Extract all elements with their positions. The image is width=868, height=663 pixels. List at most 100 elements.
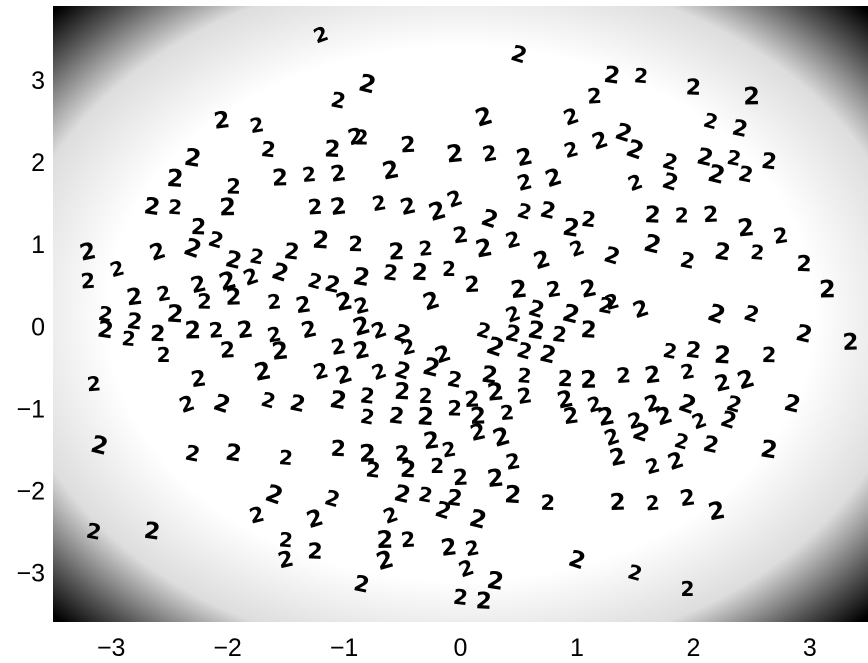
y-tick-label: 3 [31, 67, 45, 95]
digit-point: 2 [359, 383, 376, 408]
digit-point: 2 [504, 480, 523, 509]
digit-point: 2 [525, 296, 547, 324]
x-tick-label: 2 [686, 634, 700, 662]
digit-point: 2 [166, 299, 185, 328]
digit-point: 2 [772, 223, 790, 249]
digit-point: 2 [515, 383, 533, 409]
digit-point: 2 [517, 363, 533, 388]
digit-point: 2 [701, 432, 721, 460]
digit-point: 2 [736, 161, 755, 187]
digit-point: 2 [612, 118, 635, 148]
digit-point: 2 [329, 161, 348, 188]
digit-point: 2 [328, 385, 349, 415]
digit-point: 2 [678, 485, 697, 512]
digit-point: 2 [782, 390, 803, 419]
digit-point: 2 [380, 155, 402, 186]
digit-point: 2 [557, 367, 573, 393]
digit-point: 2 [301, 162, 317, 187]
digit-point: 2 [359, 439, 376, 467]
digit-point: 2 [463, 535, 481, 561]
digit-point: 2 [625, 407, 645, 434]
digit-point: 2 [538, 197, 558, 225]
digit-point: 2 [394, 441, 410, 466]
digit-point: 2 [345, 123, 366, 151]
digit-point: 2 [197, 290, 212, 314]
digit-point: 2 [486, 464, 506, 494]
digit-point: 2 [219, 338, 236, 364]
digit-point: 2 [514, 144, 535, 173]
digit-point: 2 [489, 421, 513, 453]
digit-point: 2 [694, 143, 715, 172]
digit-point: 2 [86, 371, 102, 396]
x-tick-label: 3 [803, 634, 817, 662]
digit-point: 2 [418, 236, 434, 261]
digit-point: 2 [350, 311, 374, 343]
digit-point: 2 [540, 491, 555, 515]
digit-point: 2 [394, 379, 411, 406]
digit-point: 2 [741, 300, 762, 327]
digit-point: 2 [643, 453, 663, 480]
digit-point: 2 [561, 213, 582, 243]
digit-point: 2 [272, 165, 289, 192]
digit-point: 2 [672, 428, 692, 455]
digit-point: 2 [322, 271, 342, 299]
digit-point: 2 [578, 275, 599, 304]
digit-point: 2 [796, 252, 812, 278]
digit-point: 2 [356, 68, 379, 99]
digit-point: 2 [324, 136, 341, 163]
digit-point: 2 [468, 419, 489, 447]
digit-point: 2 [478, 205, 501, 235]
digit-point: 2 [730, 115, 750, 143]
y-tick-label: −3 [16, 560, 45, 588]
digit-point: 2 [597, 293, 616, 319]
digit-point: 2 [96, 316, 115, 344]
digit-point: 2 [208, 318, 224, 343]
y-axis: 3 2 1 0 −1 −2 −3 [16, 67, 45, 588]
digit-point: 2 [391, 320, 414, 350]
digit-point: 2 [142, 518, 161, 546]
digit-point: 2 [311, 226, 330, 255]
digit-point: 2 [555, 386, 576, 415]
digit-point: 2 [432, 341, 454, 370]
x-tick-label: −2 [213, 634, 242, 662]
digit-point: 2 [236, 317, 255, 345]
digit-point: 2 [329, 87, 348, 113]
digit-point: 2 [485, 566, 506, 596]
digit-point: 2 [398, 193, 419, 221]
digit-point: 2 [352, 292, 372, 319]
digit-point: 2 [629, 418, 652, 448]
digit-point: 2 [661, 338, 679, 364]
digit-point: 2 [188, 271, 209, 299]
digit-point: 2 [472, 101, 496, 133]
digit-point: 2 [226, 175, 241, 199]
digit-point: 2 [703, 203, 720, 229]
x-tick-label: 0 [454, 634, 468, 662]
digit-point: 2 [701, 108, 721, 135]
digit-point: 2 [734, 364, 758, 396]
digit-point: 2 [589, 127, 611, 156]
digit-point: 2 [713, 238, 732, 266]
digit-point: 2 [585, 391, 605, 418]
digit-point: 2 [355, 125, 369, 149]
digit-point: 2 [684, 338, 702, 365]
digit-point: 2 [545, 276, 563, 302]
digit-point: 2 [761, 343, 776, 367]
digit-point: 2 [446, 485, 464, 512]
digit-point: 2 [724, 391, 745, 418]
digit-point: 2 [225, 284, 242, 311]
digit-point: 2 [713, 341, 732, 370]
digit-point: 2 [351, 337, 372, 366]
digit-point: 2 [464, 387, 481, 413]
digit-point: 2 [307, 539, 323, 565]
digit-point: 2 [299, 316, 320, 344]
digit-point: 2 [189, 366, 208, 393]
digit-point: 2 [304, 505, 327, 535]
digit-point: 2 [142, 193, 161, 221]
digit-point: 2 [351, 262, 372, 292]
digit-point: 2 [486, 377, 506, 407]
digit-point: 2 [440, 436, 458, 462]
digit-point: 2 [615, 363, 631, 388]
digit-point: 2 [526, 315, 547, 345]
digit-point: 2 [430, 454, 444, 478]
digit-point: 2 [382, 260, 399, 285]
